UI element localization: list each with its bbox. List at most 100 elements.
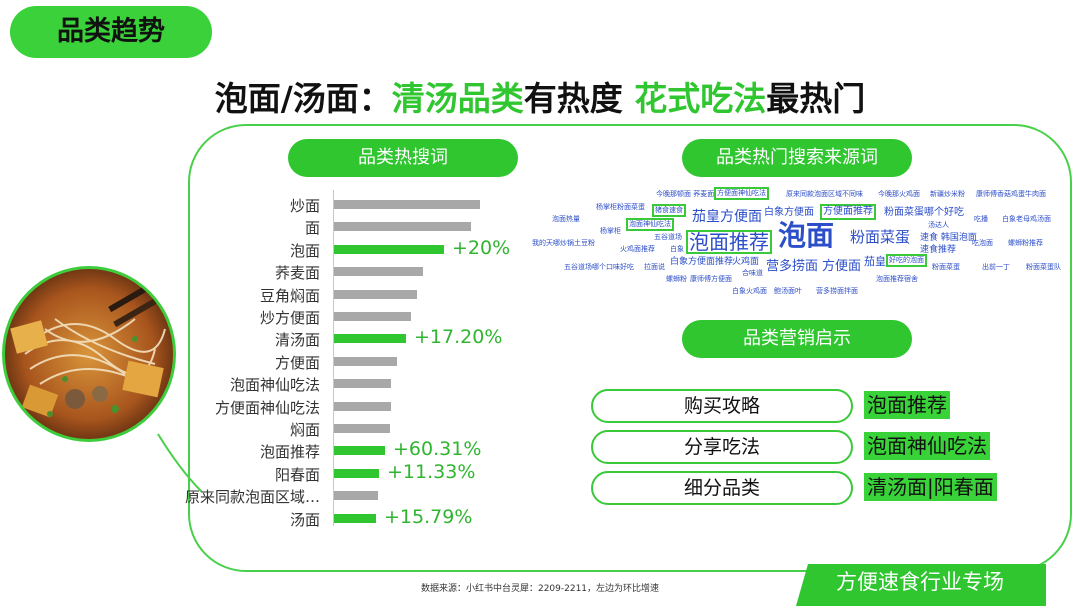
insight-keyword: 泡面神仙吃法: [864, 432, 990, 460]
growth-label: +11.33%: [387, 460, 476, 483]
bar: [334, 468, 379, 478]
headline-part1: 泡面/汤面：: [214, 79, 392, 118]
growth-label: +15.79%: [384, 505, 473, 528]
cloud-word: 茄皇方便面: [692, 209, 762, 225]
cloud-word-big: 泡面: [778, 219, 835, 252]
cloud-word: 火鸡面: [732, 257, 760, 267]
cloud-word: 粉面菜蛋: [932, 263, 960, 271]
bar-label: 泡面推荐: [259, 443, 320, 462]
bar-label: 原来同款泡面区域…: [184, 488, 320, 507]
headline-part4: 花式吃法: [634, 79, 767, 118]
cloud-word: 合味道: [742, 269, 763, 277]
cloud-word: 杨掌柜粉面菜蛋: [596, 203, 645, 211]
word-cloud: 今晚那顿面 荞麦面 方便面神仙吃法 原来同款泡面区域不同味 今晚那火鸡面 新疆炒…: [528, 186, 1068, 298]
cloud-word-highlight: 方便面神仙吃法: [714, 187, 769, 200]
cloud-word: 白象: [670, 245, 684, 253]
cloud-word: 吃播: [974, 215, 988, 223]
bar-label: 泡面: [289, 241, 320, 260]
cloud-word: 茄皇: [864, 255, 886, 268]
growth-label: +20%: [452, 236, 511, 259]
hot-search-title: 品类热搜词: [288, 139, 518, 177]
bar: [334, 379, 391, 389]
insight-label: 分享吃法: [591, 430, 853, 464]
bar-axis: [333, 190, 334, 526]
cloud-word-highlight: 泡面推荐: [686, 230, 772, 254]
bar-label: 阳春面: [274, 465, 320, 484]
cloud-word: 康师傅香菇鸡蛋牛肉面: [976, 190, 1046, 198]
cloud-word: 白象方便面推荐: [670, 257, 734, 267]
cloud-word: 白象方便面: [764, 207, 814, 218]
corner-banner-label: 方便速食行业专场: [836, 570, 1004, 594]
cloud-word: 火鸡面推荐: [620, 245, 655, 253]
bar: [334, 401, 391, 411]
cloud-word: 速食推荐: [920, 245, 957, 255]
cloud-word: 今晚那顿面 荞麦面: [656, 190, 715, 198]
cloud-word: 速食 韩国泡面: [920, 233, 977, 243]
headline-part3: 有热度: [523, 79, 635, 118]
content-panel: [188, 124, 1072, 572]
bar-label: 炒面: [289, 197, 320, 215]
bar-label: 豆角焖面: [259, 286, 320, 305]
cloud-word-highlight: 方便面推荐: [820, 204, 876, 220]
bar: [334, 424, 390, 433]
page-headline: 泡面/汤面：清汤品类有热度 花式吃法最热门: [0, 72, 1080, 120]
growth-label: +60.31%: [393, 438, 482, 461]
bar: [334, 267, 423, 277]
cloud-word: 螺蛳粉: [666, 275, 687, 283]
bar: [334, 513, 376, 523]
cloud-word: 杨掌柜: [600, 227, 621, 235]
cloud-word: 我的天哪炒锅土豆粉: [532, 239, 595, 247]
source-words-title: 品类热门搜索来源词: [682, 139, 912, 177]
cloud-word: 螺蛳粉推荐: [1008, 239, 1043, 247]
insight-label: 细分品类: [591, 471, 853, 505]
cloud-word: 白象火鸡面: [732, 287, 767, 295]
cloud-word-highlight: 猪食速食: [652, 204, 686, 217]
cloud-word: 粉面菜蛋哪个好吃: [884, 207, 964, 218]
bar-label: 炒方便面: [259, 309, 320, 327]
section-tag: 品类趋势: [10, 6, 212, 58]
bar-label: 汤面: [289, 510, 320, 529]
cloud-word: 鲍汤面叶: [774, 287, 802, 295]
bar-label: 清汤面: [274, 331, 320, 350]
cloud-word: 汤达人: [928, 221, 949, 229]
corner-banner-shape: [796, 564, 1046, 606]
bar: [334, 356, 397, 366]
insight-keyword: 泡面推荐: [864, 391, 950, 419]
cloud-word: 五谷道场哪个口味好吃: [564, 263, 634, 271]
bar: [334, 334, 406, 344]
bar-label: 方便面神仙吃法: [214, 398, 320, 417]
cloud-word: 粉面菜蛋队: [1026, 263, 1061, 271]
connector-line: [157, 433, 203, 493]
cloud-word: 拉面说: [644, 263, 665, 271]
cloud-word: 营多捞面: [766, 259, 819, 274]
bar-label: 泡面神仙吃法: [229, 376, 320, 395]
bar: [334, 244, 444, 254]
data-source-note: 数据来源：小红书中台灵犀：2209-2211，左边为环比增速: [420, 584, 660, 594]
insight-label: 购买攻略: [591, 389, 853, 423]
insight-keyword: 清汤面|阳春面: [864, 473, 997, 501]
cloud-word: 白象老母鸡汤面: [1002, 215, 1051, 223]
bar-label: 焖面: [289, 421, 320, 439]
bar-label: 荞麦面: [274, 264, 320, 283]
marketing-title: 品类营销启示: [682, 320, 912, 358]
cloud-word: 新疆炒米粉: [930, 190, 965, 198]
cloud-word-highlight: 泡面神仙吃法: [626, 218, 674, 231]
cloud-word: 五谷道场: [654, 233, 682, 241]
cloud-word: 今晚那火鸡面: [878, 190, 920, 198]
cloud-word: 原来同款泡面区域不同味: [786, 190, 863, 198]
cloud-word: 出前一丁: [982, 263, 1010, 271]
bar: [334, 446, 385, 456]
bar-label: 方便面: [274, 353, 320, 372]
cloud-word: 粉面菜蛋: [850, 228, 911, 246]
bar-label: 面: [304, 219, 320, 238]
bar: [334, 222, 471, 232]
cloud-word: 康师傅方便面: [690, 275, 732, 283]
cloud-word-highlight: 好吃的泡面: [886, 254, 927, 267]
bar: [334, 289, 417, 299]
headline-part2: 清汤品类: [391, 79, 524, 118]
cloud-word: 泡面推荐宿舍: [876, 275, 918, 283]
bar: [334, 491, 378, 501]
cloud-word: 泡面热量: [552, 215, 580, 223]
cloud-word: 吃泡面: [972, 239, 993, 247]
cloud-word: 营多捞面拌面: [816, 287, 858, 295]
